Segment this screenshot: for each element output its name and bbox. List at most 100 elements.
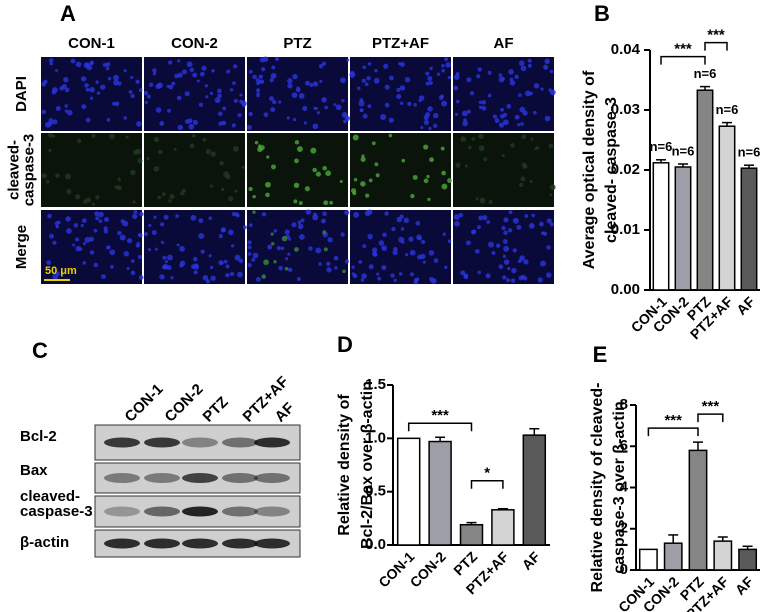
cell <box>269 78 274 83</box>
cell <box>475 197 479 201</box>
cell <box>273 229 278 233</box>
blot-band <box>182 506 218 517</box>
cell <box>436 72 441 76</box>
cell <box>113 74 119 81</box>
cell <box>538 221 544 227</box>
cell <box>393 246 398 252</box>
cell <box>171 81 176 86</box>
cell <box>380 114 387 120</box>
cell <box>398 61 402 66</box>
cell <box>324 105 329 110</box>
cell <box>298 93 305 99</box>
cell <box>453 214 460 221</box>
cell <box>135 243 140 248</box>
cell <box>527 58 532 63</box>
cell <box>529 179 533 184</box>
cell <box>285 257 289 261</box>
cell <box>225 273 230 278</box>
cell <box>312 212 318 217</box>
cell <box>162 255 167 260</box>
cell <box>501 225 506 231</box>
y-tick-label: 0.01 <box>611 221 640 238</box>
bar-annotation: n=6 <box>694 66 717 81</box>
blot-band <box>254 538 290 549</box>
cell <box>511 267 517 274</box>
cell <box>218 234 223 239</box>
y-axis-label: caspase-3 over β-actin <box>611 401 628 574</box>
cell <box>367 62 372 66</box>
cell <box>287 83 293 89</box>
cell <box>80 223 84 228</box>
cell <box>390 273 395 278</box>
cell <box>119 234 126 241</box>
cell <box>425 71 430 76</box>
cell <box>361 154 365 158</box>
cell <box>225 174 231 180</box>
cell <box>408 236 414 242</box>
cell <box>117 230 122 236</box>
cell <box>327 237 333 243</box>
cell <box>112 101 116 106</box>
cell <box>211 69 215 73</box>
cell <box>465 240 471 246</box>
row-label: Merge <box>13 225 30 269</box>
cell <box>192 72 198 78</box>
cell <box>460 270 466 276</box>
micrograph <box>41 133 142 207</box>
cell <box>247 262 252 268</box>
cell <box>287 78 293 84</box>
cell <box>441 68 445 73</box>
cell <box>189 143 195 149</box>
cell <box>389 75 394 81</box>
cell <box>352 134 359 141</box>
cell <box>546 245 551 250</box>
cell <box>228 196 234 202</box>
cell <box>176 95 182 101</box>
cell <box>137 233 141 237</box>
cell <box>198 218 204 224</box>
cell <box>378 240 385 246</box>
cell <box>96 91 101 95</box>
cell <box>56 220 61 225</box>
cell <box>351 272 355 276</box>
cell <box>233 98 238 104</box>
cell <box>247 252 252 256</box>
cell <box>82 218 87 223</box>
cell <box>176 243 180 247</box>
cell <box>305 209 312 215</box>
cell <box>461 110 468 117</box>
row-label: caspase-3 <box>20 134 37 207</box>
cell <box>544 58 550 65</box>
cell <box>217 88 222 94</box>
blot-row-label: β-actin <box>20 534 69 551</box>
bar <box>713 540 733 571</box>
cell <box>367 209 373 215</box>
cell <box>544 115 551 122</box>
y-tick-label: 0.02 <box>611 161 640 178</box>
cell <box>517 123 521 127</box>
cell <box>154 247 158 251</box>
cell <box>501 77 505 81</box>
cell <box>231 211 237 217</box>
y-axis-label: cleaved- caspase-3 <box>603 97 620 243</box>
cell <box>226 69 231 74</box>
cell <box>464 164 468 168</box>
significance-bracket <box>697 413 724 423</box>
cell <box>179 260 186 266</box>
cell <box>466 77 472 83</box>
cell <box>312 123 319 130</box>
cell <box>514 74 519 79</box>
cell <box>546 272 552 278</box>
blot-band <box>144 473 180 483</box>
cell <box>95 80 99 84</box>
cell <box>321 61 327 66</box>
cell <box>481 100 487 105</box>
cell <box>318 262 322 266</box>
cell <box>163 214 169 220</box>
cell <box>210 275 216 281</box>
cell <box>55 69 59 73</box>
cell <box>362 244 367 249</box>
y-axis-label: Bcl-2/Bax over β-actin <box>359 381 376 549</box>
cell <box>89 86 95 93</box>
y-tick-label: 0.04 <box>611 41 641 58</box>
